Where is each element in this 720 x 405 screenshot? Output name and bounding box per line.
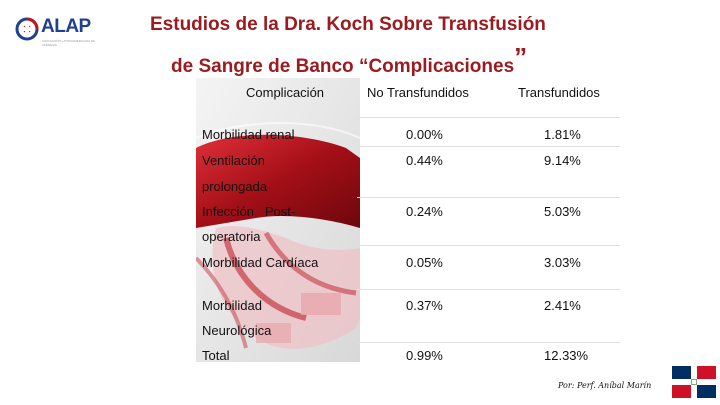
alap-logo: ALAP ASOCIACIÓN LATINOAMERICANA DE AFÉRE… [14,14,95,48]
row-label: Ventilación [202,153,265,168]
row-label: Morbilidad [202,298,262,313]
value-transfundidos: 9.14% [544,153,581,168]
value-no-transfundidos: 0.00% [406,127,443,142]
value-transfundidos: 3.03% [544,255,581,270]
logo-text: ALAP [41,16,91,37]
value-no-transfundidos: 0.44% [406,153,443,168]
value-no-transfundidos: 0.37% [406,298,443,313]
header-transfundidos: Transfundidos [518,85,600,100]
header-complicacion: Complicación [246,85,325,100]
row-label: Morbilidad renal [202,127,295,142]
value-transfundidos: 12.33% [544,348,589,363]
row-divider [357,342,620,343]
value-no-transfundidos: 0.24% [406,204,443,219]
dominican-flag-icon [672,366,716,398]
row-label: Total [202,348,230,363]
row-label-continued: Neurológica [202,323,272,338]
row-label-continued: operatoria [202,229,261,244]
row-divider [357,197,620,198]
row-label-continued: prolongada [202,179,268,194]
value-transfundidos: 1.81% [544,127,581,142]
slide-title-line1: Estudios de la Dra. Koch Sobre Transfusi… [150,14,546,35]
row-label: Infección Post- [202,204,296,219]
header-no-transfundidos: No Transfundidos [367,85,469,100]
author-credit: Por: Perf. Aníbal Marín [558,381,652,390]
value-no-transfundidos: 0.99% [406,348,443,363]
row-divider [357,146,620,147]
logo-tagline: ASOCIACIÓN LATINOAMERICANA DE AFÉRESIS [42,39,95,47]
row-divider [357,117,620,118]
row-divider [357,289,620,290]
blood-bag-image [196,78,360,362]
slide-title-line2: de Sangre de Banco “Complicaciones” [171,42,527,79]
row-divider [357,245,620,246]
row-label: Morbilidad Cardíaca [202,255,319,270]
slide-title-line2-text: de Sangre de Banco “Complicaciones [171,56,515,77]
value-transfundidos: 2.41% [544,298,581,313]
alap-logo-icon [15,17,39,41]
value-no-transfundidos: 0.05% [406,255,443,270]
value-transfundidos: 5.03% [544,204,581,219]
closing-quote: ” [514,42,528,72]
